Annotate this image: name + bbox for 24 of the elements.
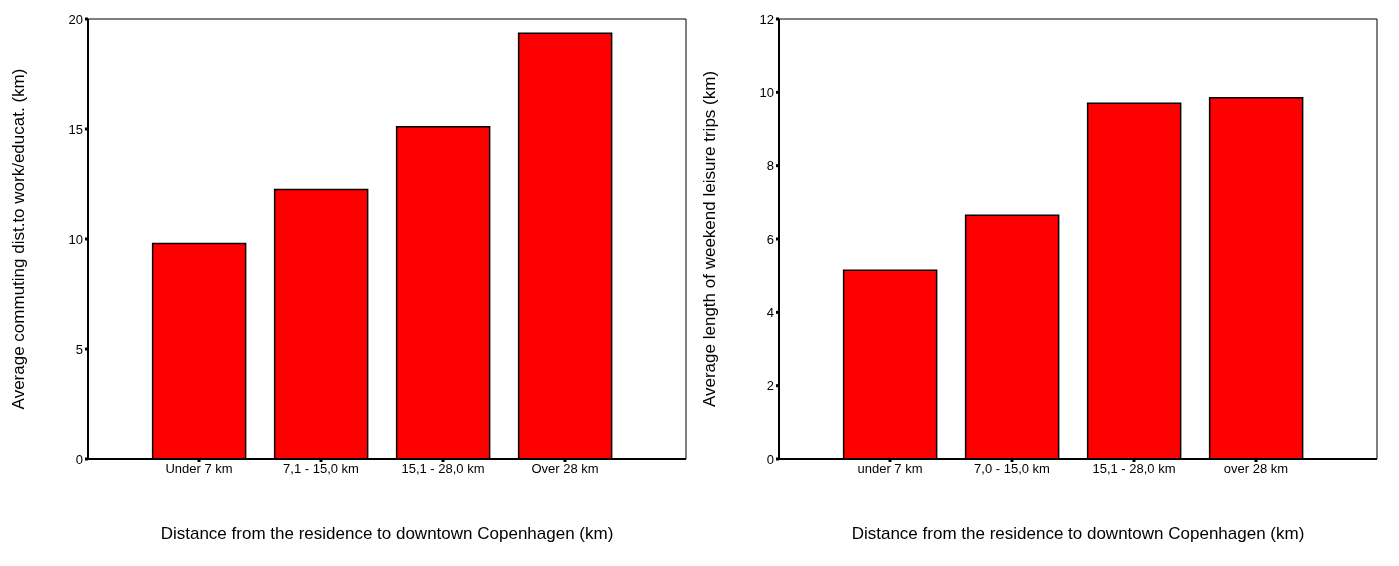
x-tick-label: over 28 km bbox=[1223, 461, 1289, 477]
y-tick-label: 2 bbox=[766, 378, 774, 394]
x-tick-label: 7,1 - 15,0 km bbox=[283, 461, 359, 477]
y-tick-label: 4 bbox=[766, 304, 774, 320]
x-axis-title: Distance from the residence to downtown Copenhagen (km) bbox=[851, 524, 1305, 543]
x-axis-title: Distance from the residence to downtown Copenhagen (km) bbox=[160, 524, 614, 543]
y-tick-label: 8 bbox=[766, 158, 774, 174]
x-tick-label: 7,0 - 15,0 km bbox=[974, 461, 1050, 477]
x-tick-label: under 7 km bbox=[857, 461, 923, 477]
x-tick-label: 15,1 - 28,0 km bbox=[1092, 461, 1176, 477]
y-tick-label: 0 bbox=[766, 451, 774, 467]
x-tick-label: 15,1 - 28,0 km bbox=[401, 461, 485, 477]
y-tick-label: 10 bbox=[68, 231, 83, 247]
y-tick-label: 15 bbox=[68, 121, 83, 137]
y-tick-label: 12 bbox=[759, 11, 774, 27]
y-tick-label: 10 bbox=[759, 84, 774, 100]
y-axis-title: Average commuting dist.to work/educat. (km) bbox=[9, 68, 29, 410]
y-tick-label: 0 bbox=[75, 451, 83, 467]
x-tick-label: Over 28 km bbox=[531, 461, 599, 477]
x-tick-label: Under 7 km bbox=[165, 461, 233, 477]
y-tick-label: 5 bbox=[75, 341, 83, 357]
y-tick-label: 20 bbox=[68, 11, 83, 27]
y-tick-label: 6 bbox=[766, 231, 774, 247]
y-axis-title: Average length of weekend leisure trips (km) bbox=[700, 70, 720, 408]
